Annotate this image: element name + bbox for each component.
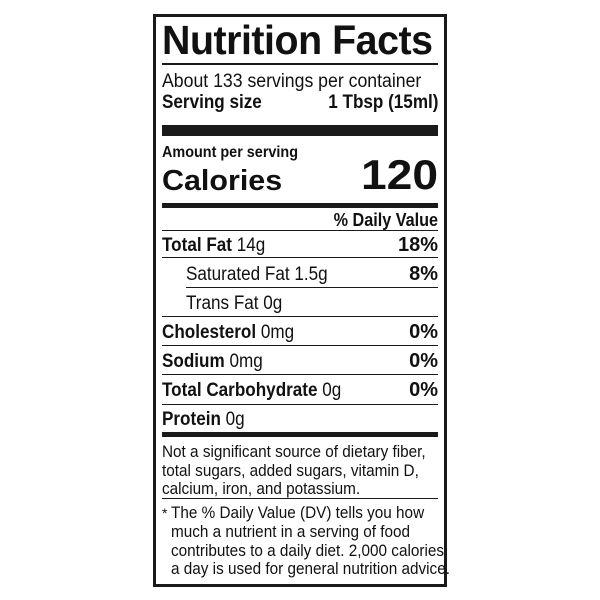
divider <box>162 230 438 231</box>
nutrient-amount: 0g <box>322 380 342 401</box>
nutrient-dv: 18% <box>397 234 438 256</box>
nutrient-label: Total Carbohydrate <box>162 380 318 401</box>
amount-per-serving: Amount per serving <box>162 144 299 161</box>
nutrient-dv: 0% <box>409 379 438 401</box>
nutrient-row-cholesterol: Cholesterol 0mg <box>162 323 294 342</box>
footnote-line: much a nutrient in a serving of food <box>171 522 410 541</box>
nutrient-label: Sodium <box>162 351 225 372</box>
serving-size-value: 1 Tbsp (15ml) <box>327 92 438 113</box>
divider <box>162 345 438 346</box>
footnote-line: contributes to a daily diet. 2,000 calor… <box>171 541 445 560</box>
nutrient-row-sodium: Sodium 0mg <box>162 352 263 371</box>
medium-divider <box>162 432 438 437</box>
nutrient-label: Total Fat <box>162 235 232 256</box>
nutrient-row-total-fat: Total Fat 14g <box>162 236 265 255</box>
nutrient-dv: 8% <box>409 263 438 285</box>
nutrient-row-total-carbohydrate: Total Carbohydrate 0g <box>162 381 341 400</box>
nutrient-label: Trans Fat <box>186 293 259 314</box>
label-title: Nutrition Facts <box>162 17 433 63</box>
thick-divider <box>162 125 438 136</box>
divider <box>162 404 438 405</box>
daily-value-header: % Daily Value <box>333 210 438 230</box>
servings-per-container: About 133 servings per container <box>162 71 422 92</box>
calories-label: Calories <box>162 165 283 197</box>
nutrition-facts-label: Nutrition Facts About 133 servings per c… <box>153 14 450 587</box>
divider <box>186 287 438 288</box>
nutrient-amount: 0mg <box>229 351 263 372</box>
divider <box>162 257 438 258</box>
divider <box>162 316 438 317</box>
not-significant-line: total sugars, added sugars, vitamin D, <box>162 461 419 480</box>
nutrient-row-trans-fat: Trans Fat 0g <box>186 294 282 313</box>
divider <box>162 374 438 375</box>
serving-size-label: Serving size <box>162 92 262 113</box>
nutrient-dv: 0% <box>409 350 438 372</box>
nutrient-label: Cholesterol <box>162 322 257 343</box>
medium-divider <box>162 203 438 208</box>
nutrient-amount: 0g <box>263 293 283 314</box>
nutrient-amount: 0g <box>225 409 245 430</box>
footnote-line: a day is used for general nutrition advi… <box>171 559 450 578</box>
divider <box>162 498 438 499</box>
footnote-line: The % Daily Value (DV) tells you how <box>171 503 425 522</box>
not-significant-line: calcium, iron, and potassium. <box>162 479 361 498</box>
calories-value: 120 <box>360 151 438 198</box>
nutrient-row-protein: Protein 0g <box>162 410 245 429</box>
nutrient-amount: 14g <box>236 235 266 256</box>
nutrient-amount: 0mg <box>260 322 295 343</box>
nutrient-dv: 0% <box>409 321 438 343</box>
not-significant-line: Not a significant source of dietary fibe… <box>162 442 426 461</box>
nutrient-row-saturated-fat: Saturated Fat 1.5g <box>186 265 328 284</box>
footnote-asterisk: * <box>162 505 168 521</box>
nutrient-label: Protein <box>162 409 221 430</box>
nutrient-label: Saturated Fat <box>186 264 290 285</box>
divider <box>162 63 438 65</box>
nutrient-amount: 1.5g <box>294 264 328 285</box>
